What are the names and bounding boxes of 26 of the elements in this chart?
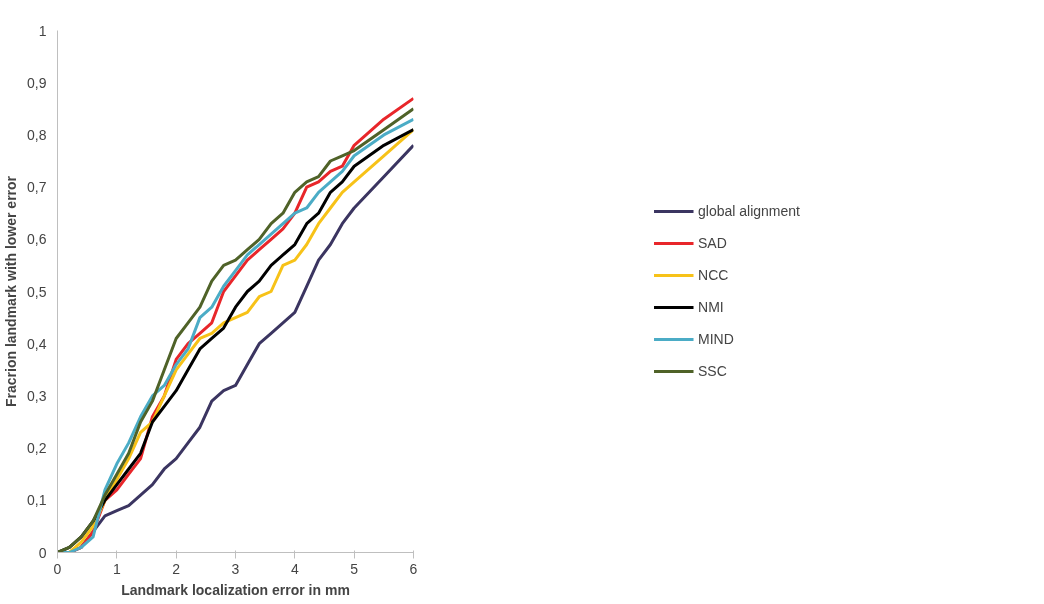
y-tick-label: 1 xyxy=(38,22,47,39)
y-tick-label: 0,7 xyxy=(27,179,47,196)
x-tick-label: 2 xyxy=(172,560,181,577)
y-tick-label: 0,6 xyxy=(27,231,47,248)
x-tick-label: 3 xyxy=(231,560,240,577)
x-tick-label: 4 xyxy=(290,560,299,577)
y-tick-label: 0,5 xyxy=(27,283,47,300)
y-axis-title: Fracrion landmark with lower error xyxy=(3,175,20,408)
x-tick-label: 6 xyxy=(409,560,418,577)
x-tick-label: 1 xyxy=(112,560,121,577)
y-tick-label: 0 xyxy=(38,544,47,561)
legend-label: MIND xyxy=(698,331,734,347)
y-tick-label: 0,8 xyxy=(27,126,47,143)
legend-label: NMI xyxy=(698,299,724,315)
legend-label: SAD xyxy=(698,235,727,251)
x-axis-title: Landmark localization error in mm xyxy=(121,581,350,598)
legend-label: SSC xyxy=(698,363,727,379)
x-tick-label: 0 xyxy=(53,560,62,577)
y-tick-label: 0,3 xyxy=(27,387,47,404)
x-tick-label: 5 xyxy=(350,560,359,577)
y-tick-label: 0,2 xyxy=(27,440,47,457)
y-tick-label: 0,9 xyxy=(27,74,47,91)
legend-label: global alignment xyxy=(698,203,800,219)
y-tick-label: 0,1 xyxy=(27,492,47,509)
y-tick-label: 0,4 xyxy=(27,335,47,352)
legend-label: NCC xyxy=(698,267,729,283)
